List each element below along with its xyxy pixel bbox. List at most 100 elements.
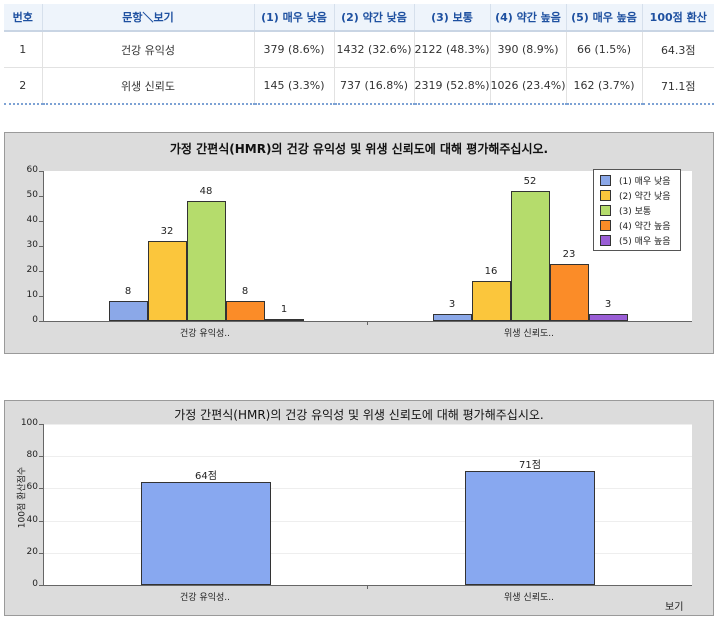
table-cell: 71.1점 [642, 67, 714, 105]
data-label: 71점 [519, 459, 541, 471]
legend-label: (5) 매우 높음 [619, 237, 671, 247]
table-cell: 390 (8.9%) [490, 31, 567, 68]
data-label: 48 [199, 186, 213, 197]
legend-item: (1) 매우 낮음 [600, 173, 680, 188]
data-label: 8 [124, 286, 132, 297]
y-tick-mark [39, 424, 43, 425]
data-label: 3 [604, 298, 612, 310]
table-cell: 2319 (52.8%) [414, 67, 491, 105]
x-tick-mark [367, 585, 368, 589]
bar [471, 281, 511, 321]
legend-swatch [600, 235, 611, 246]
score-chart-x-axis-label: 보기 [665, 602, 684, 613]
score-chart-y-axis-label: 100점 환산점수 [17, 466, 28, 529]
distribution-chart-title: 가정 간편식(HMR)의 건강 유익성 및 위생 신뢰도에 대해 평가해주십시오… [169, 142, 549, 156]
bar [147, 241, 187, 321]
legend-swatch [600, 220, 611, 231]
table-cell: 1026 (23.4%) [490, 67, 567, 105]
header-number: 번호 [4, 4, 43, 32]
legend-item: (4) 약간 높음 [600, 218, 680, 233]
y-tick-label: 0 [32, 315, 38, 325]
header-slightly-high: (4) 약간 높음 [490, 4, 567, 32]
bar [549, 263, 589, 321]
legend-item: (5) 매우 높음 [600, 233, 680, 248]
y-tick-mark [39, 221, 43, 222]
distribution-chart-panel: 가정 간편식(HMR)의 건강 유익성 및 위생 신뢰도에 대해 평가해주십시오… [4, 132, 714, 354]
table-row: 2 위생 신뢰도 145 (3.3%) 737 (16.8%) 2319 (52… [4, 67, 714, 105]
y-tick-label: 60 [26, 482, 38, 493]
x-tick-label: 위생 신뢰도.. [504, 593, 554, 603]
table-cell: 64.3점 [642, 31, 714, 68]
bar [465, 470, 595, 585]
header-question: 문항＼보기 [42, 4, 255, 32]
grid-line [44, 552, 692, 554]
bar [186, 201, 226, 321]
data-label: 23 [562, 248, 576, 260]
table-cell: 위생 신뢰도 [42, 67, 255, 105]
bar [108, 301, 148, 321]
table-header-row: 번호 문항＼보기 (1) 매우 낮음 (2) 약간 낮음 (3) 보통 (4) … [4, 4, 714, 32]
table-cell: 2122 (48.3%) [414, 31, 491, 68]
y-tick-label: 60 [26, 165, 38, 175]
y-tick-label: 0 [32, 579, 38, 589]
grid-line [44, 488, 692, 490]
bar [141, 481, 271, 585]
distribution-chart-legend: (1) 매우 낮음 (2) 약간 낮음 (3) 보통 (4) 약간 높음 (5)… [593, 169, 681, 251]
grid-line [44, 456, 692, 458]
legend-label: (1) 매우 낮음 [619, 177, 671, 187]
legend-item: (3) 보통 [600, 203, 680, 218]
table-cell: 162 (3.7%) [566, 67, 643, 105]
y-tick-label: 30 [26, 240, 38, 250]
x-tick-label: 건강 유익성.. [180, 329, 230, 339]
header-very-high: (5) 매우 높음 [566, 4, 643, 32]
bar [225, 301, 265, 321]
header-score-100: 100점 환산 [642, 4, 714, 32]
data-label: 8 [241, 286, 249, 297]
y-tick-mark [39, 456, 43, 458]
data-label: 52 [523, 176, 537, 187]
table-cell: 건강 유익성 [42, 31, 255, 68]
y-tick-mark [39, 488, 43, 490]
legend-label: (3) 보통 [619, 207, 652, 217]
table-cell: 1432 (32.6%) [334, 31, 415, 68]
legend-swatch [600, 175, 611, 186]
score-chart-plot-area: 64점 71점 [43, 424, 692, 586]
legend-label: (4) 약간 높음 [619, 222, 671, 232]
data-label: 3 [448, 298, 456, 310]
score-chart-panel: 가정 간편식(HMR)의 건강 유익성 및 위생 신뢰도에 대해 평가해주십시오… [4, 400, 714, 616]
x-tick-mark [367, 321, 368, 325]
table-cell: 737 (16.8%) [334, 67, 415, 105]
y-tick-mark [39, 520, 43, 522]
y-tick-label: 50 [26, 190, 38, 200]
summary-table: 번호 문항＼보기 (1) 매우 낮음 (2) 약간 낮음 (3) 보통 (4) … [4, 4, 714, 105]
y-tick-mark [39, 321, 43, 322]
data-label: 16 [484, 266, 498, 277]
x-tick-label: 위생 신뢰도.. [504, 329, 554, 339]
table-cell: 1 [4, 31, 43, 68]
data-label: 64점 [195, 470, 217, 482]
legend-swatch [600, 190, 611, 201]
y-tick-mark [39, 271, 43, 272]
y-tick-mark [39, 296, 43, 297]
legend-swatch [600, 205, 611, 216]
x-tick-label: 건강 유익성.. [180, 593, 230, 603]
table-row: 1 건강 유익성 379 (8.6%) 1432 (32.6%) 2122 (4… [4, 31, 714, 68]
y-tick-label: 40 [26, 514, 38, 525]
bar [588, 313, 628, 321]
header-slightly-low: (2) 약간 낮음 [334, 4, 415, 32]
y-tick-mark [39, 585, 43, 586]
y-tick-mark [39, 196, 43, 197]
table-cell: 145 (3.3%) [254, 67, 335, 105]
data-label: 1 [280, 303, 288, 315]
y-tick-mark [39, 171, 43, 172]
table-cell: 66 (1.5%) [566, 31, 643, 68]
data-label: 32 [160, 226, 174, 237]
header-normal: (3) 보통 [414, 4, 491, 32]
distribution-chart-plot-area: 8 32 48 8 1 3 16 52 23 3 [43, 171, 692, 322]
y-tick-label: 20 [26, 265, 38, 275]
bar [432, 313, 472, 321]
y-tick-label: 80 [26, 450, 38, 461]
grid-line [44, 520, 692, 522]
table-cell: 2 [4, 67, 43, 105]
table-cell: 379 (8.6%) [254, 31, 335, 68]
